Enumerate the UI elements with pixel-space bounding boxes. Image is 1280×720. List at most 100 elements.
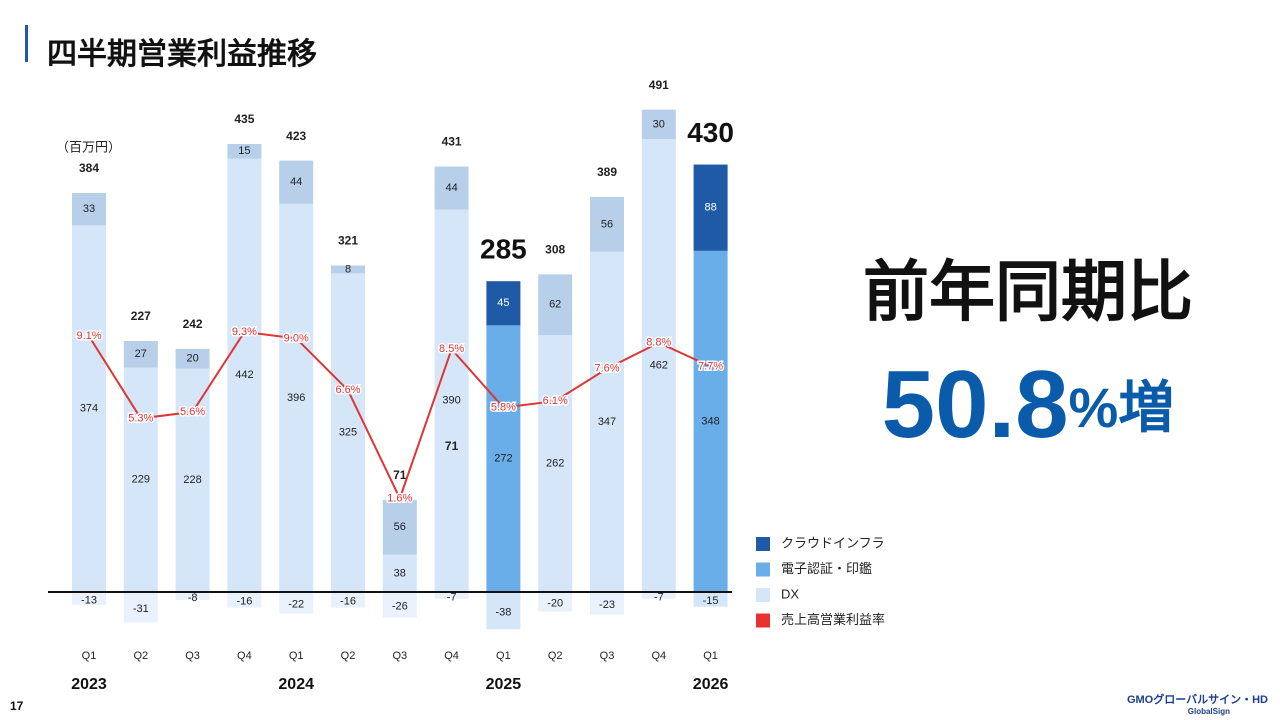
bar-segment (590, 196, 624, 252)
bar-segment (175, 348, 210, 369)
total-label: 423 (286, 129, 306, 143)
bar-segment (641, 591, 676, 599)
total-label: 435 (234, 112, 254, 126)
legend-label: DX (781, 586, 799, 601)
total-label-highlight: 430 (687, 117, 734, 148)
bar-segment (538, 335, 573, 592)
segment-label: 33 (83, 203, 95, 215)
line-value-label: 7.6% (594, 363, 619, 375)
bar-segment (279, 160, 314, 204)
segment-label: 8 (345, 263, 351, 275)
x-tick-label: Q3 (600, 650, 615, 662)
segment-label: 396 (287, 392, 305, 404)
bar-segment (538, 274, 573, 336)
x-tick-label: Q1 (703, 650, 718, 662)
bar-segment (434, 166, 469, 210)
bar-segment (538, 591, 573, 612)
total-label: 71 (393, 468, 407, 482)
segment-label: 88 (704, 202, 716, 214)
bar-segment (486, 281, 521, 326)
total-label-highlight: 285 (480, 234, 527, 265)
total-label: 384 (79, 161, 99, 175)
line-value-label: 5.6% (180, 406, 205, 418)
segment-label: -16 (236, 596, 252, 608)
title: 四半期営業利益推移 (47, 38, 317, 71)
x-tick-label: Q2 (133, 650, 148, 662)
logo-main: GMOグローバルサイン・HD (1127, 692, 1268, 706)
title-accent (25, 25, 28, 62)
bar-segment (434, 591, 469, 599)
x-tick-label: Q4 (237, 650, 252, 662)
line-value-label: 9.3% (232, 326, 257, 338)
line-value-label: 8.5% (439, 343, 464, 355)
total-label: 431 (442, 135, 462, 149)
line-value-label: 8.8% (646, 337, 671, 349)
margin-line (88, 330, 712, 501)
year-label: 2024 (278, 676, 314, 693)
bar-segment (72, 225, 106, 592)
bar-segment (279, 591, 314, 614)
bar-segment (123, 341, 158, 368)
annotation: 71 (445, 439, 459, 453)
bar-segment (123, 367, 158, 592)
segment-label: 62 (549, 299, 561, 311)
total-label: 242 (183, 317, 203, 331)
segment-label: 374 (80, 403, 98, 415)
x-tick-label: Q1 (289, 650, 304, 662)
bar-segment (123, 591, 158, 623)
total-label: 227 (131, 309, 151, 323)
segment-label: 27 (135, 348, 147, 360)
segment-label: -26 (392, 601, 408, 613)
bar-segment (693, 250, 728, 592)
year-label: 2026 (693, 676, 729, 693)
bar-segment (486, 591, 521, 630)
segment-label: 272 (494, 453, 512, 465)
bar-segment (175, 591, 210, 600)
bar-segment (641, 109, 676, 140)
yoy-number: 50.8 (882, 351, 1069, 458)
legend-swatch (756, 562, 770, 577)
legend-swatch (756, 588, 770, 602)
bar-segment (641, 139, 676, 592)
segment-label: 347 (598, 416, 616, 428)
line-value-label: 9.1% (76, 330, 101, 342)
segment-label: 56 (394, 521, 406, 533)
x-tick-label: Q4 (651, 650, 666, 662)
segment-label: 56 (601, 218, 613, 230)
year-label: 2025 (486, 676, 522, 693)
segment-label: -13 (81, 594, 97, 606)
bar-segment (331, 265, 365, 274)
segment-label: 45 (497, 297, 509, 309)
segment-label: -8 (188, 592, 198, 604)
total-label: 321 (338, 234, 358, 248)
x-tick-label: Q1 (82, 650, 97, 662)
segment-label: 325 (339, 427, 357, 439)
segment-label: -31 (133, 603, 149, 615)
segment-label: -7 (654, 591, 664, 603)
x-tick-label: Q3 (392, 650, 407, 662)
bar-segment (382, 499, 417, 555)
bar-segment (331, 591, 365, 608)
bar-segment (590, 591, 624, 615)
yoy-suffix: %増 (1069, 376, 1175, 439)
segment-label: 30 (653, 118, 665, 130)
x-tick-label: Q3 (185, 650, 200, 662)
line-value-label: 6.1% (543, 395, 568, 407)
segment-label: -38 (495, 607, 511, 619)
unit-label: （百万円） (56, 139, 121, 154)
bar-segment (382, 554, 417, 592)
x-tick-label: Q2 (341, 650, 356, 662)
bar-segment (72, 591, 106, 605)
bar-segment (227, 158, 262, 592)
segment-label: -22 (288, 599, 304, 611)
line-value-label: 6.6% (335, 384, 360, 396)
legend-label: クラウドインフラ (781, 535, 885, 550)
year-label: 2023 (71, 676, 107, 693)
segment-label: -20 (547, 598, 563, 610)
bar-segment (590, 251, 624, 592)
segment-label: 348 (701, 415, 719, 427)
segment-label: 15 (238, 145, 250, 157)
segment-label: 442 (235, 369, 253, 381)
